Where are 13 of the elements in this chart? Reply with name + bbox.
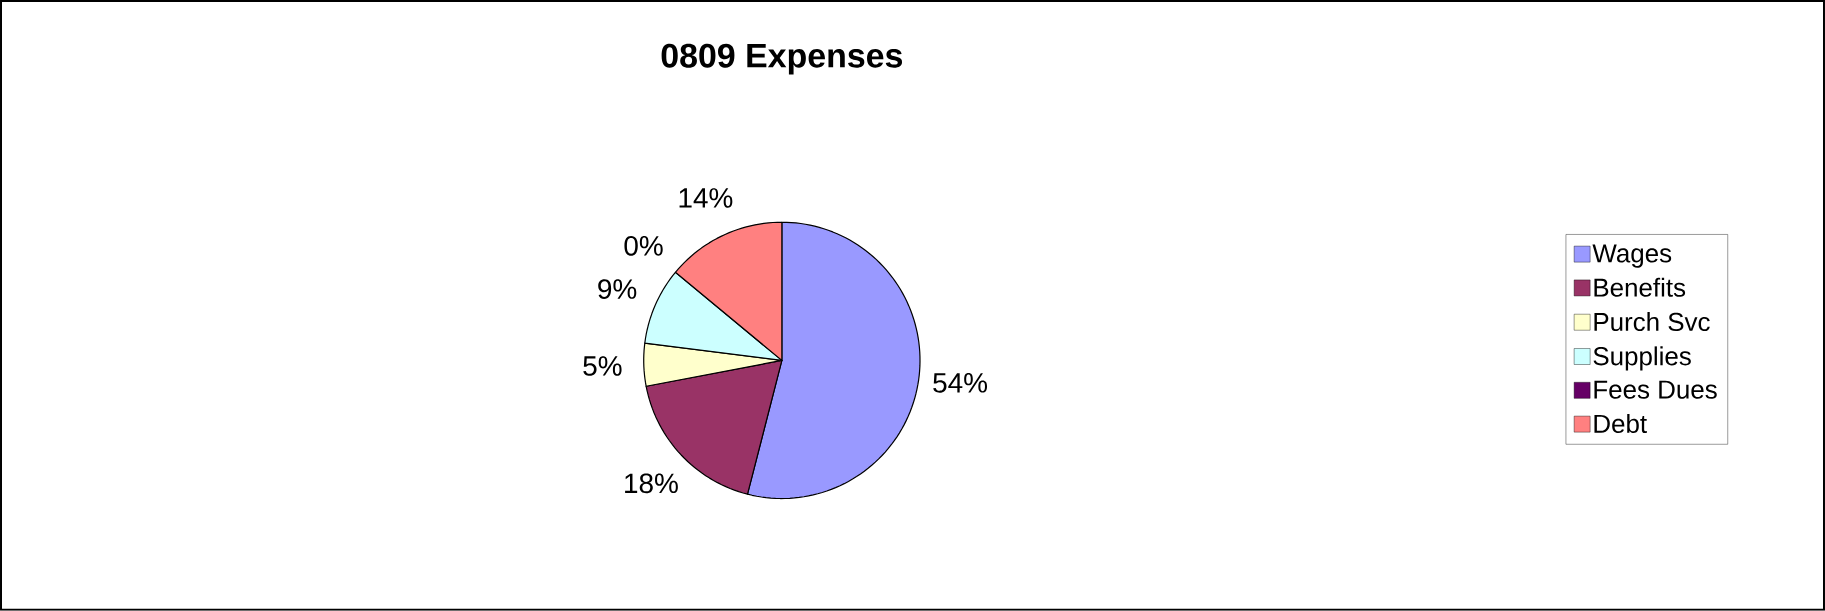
chart-title: 0809 Expenses — [661, 43, 903, 75]
data-label: 9% — [598, 279, 637, 300]
legend-label: Fees Dues — [1594, 380, 1717, 399]
data-label: 18% — [625, 473, 678, 494]
legend-label: Benefits — [1594, 277, 1686, 297]
data-label: 5% — [583, 356, 622, 376]
text: 0% — [624, 236, 663, 256]
legend-label: Wages — [1592, 244, 1672, 268]
data-label: 14% — [679, 188, 733, 208]
legend-label: Debt — [1594, 414, 1647, 434]
legend-label: Supplies — [1593, 346, 1691, 371]
data-label: 54% — [933, 373, 988, 393]
legend-label: Purch Svc — [1594, 312, 1710, 332]
